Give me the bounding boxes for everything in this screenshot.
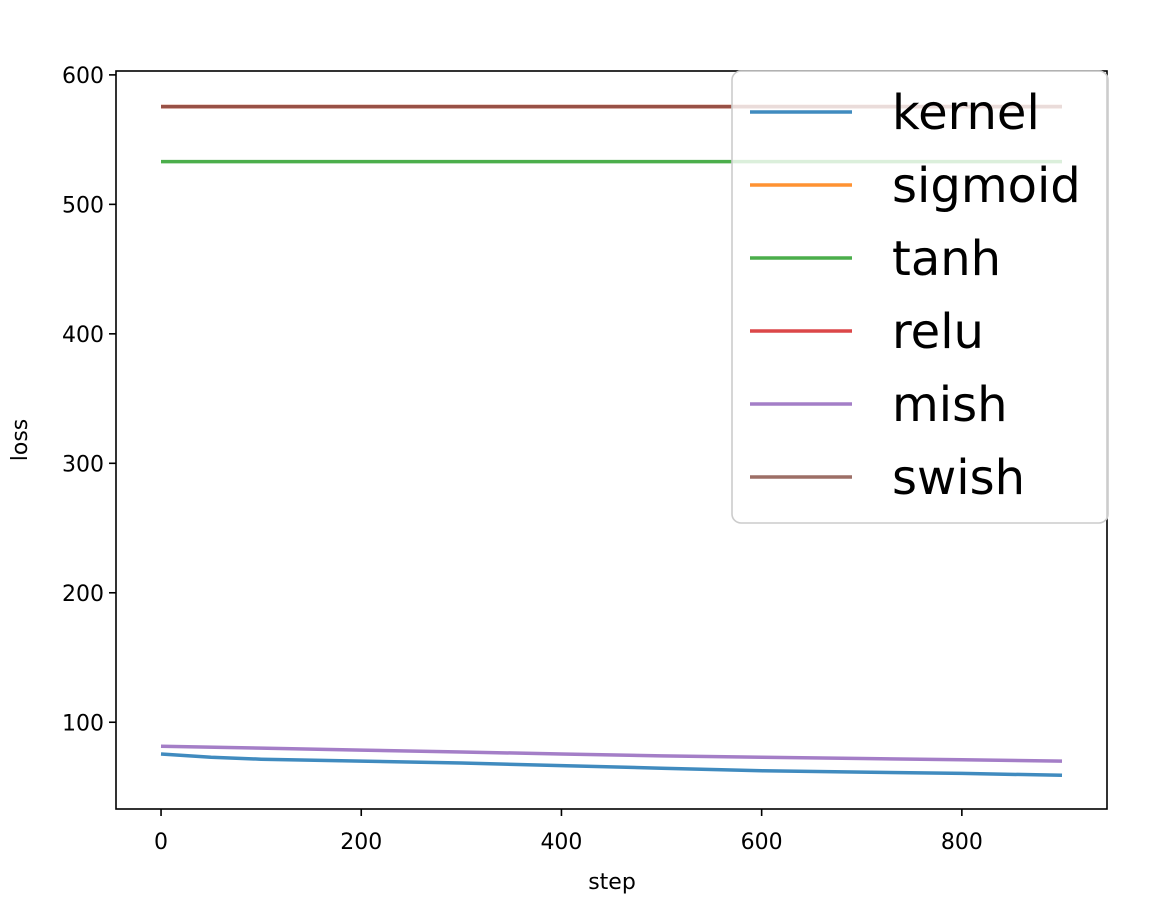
x-tick-label: 600 — [741, 830, 783, 855]
x-tick-label: 800 — [941, 830, 983, 855]
legend: kernel sigmoid tanh relu mish swish — [731, 70, 1109, 524]
x-tick-label: 200 — [340, 830, 382, 855]
y-tick-label: 200 — [62, 582, 104, 607]
y-tick-label: 600 — [62, 64, 104, 89]
series-line-kernel — [160, 752, 1063, 778]
series-layer — [160, 104, 1063, 778]
x-tick-label: 400 — [540, 830, 582, 855]
legend-label-mish: mish — [892, 377, 1008, 433]
y-axis-label: loss — [8, 419, 33, 462]
legend-label-sigmoid: sigmoid — [892, 158, 1081, 214]
series-line-mish — [160, 744, 1063, 763]
y-tick-label: 300 — [62, 452, 104, 477]
axis-layer: 0 200 400 600 800 100 200 300 400 500 600 — [62, 64, 983, 855]
y-tick-label: 500 — [62, 193, 104, 218]
x-axis-label: step — [588, 870, 636, 895]
legend-entries: kernel sigmoid tanh relu mish swish — [750, 85, 1081, 506]
legend-label-tanh: tanh — [892, 231, 1001, 287]
y-tick-label: 100 — [62, 711, 104, 736]
legend-label-relu: relu — [892, 304, 984, 360]
legend-label-kernel: kernel — [892, 85, 1040, 141]
y-tick-label: 400 — [62, 323, 104, 348]
x-tick-label: 0 — [154, 830, 168, 855]
legend-label-swish: swish — [892, 450, 1025, 506]
